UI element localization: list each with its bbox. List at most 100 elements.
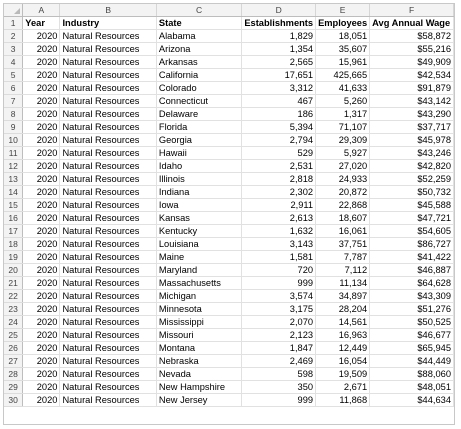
cell[interactable]: Natural Resources	[59, 211, 157, 226]
cell[interactable]: 16,054	[315, 354, 371, 369]
cell[interactable]: 2020	[22, 250, 61, 265]
cell[interactable]: $43,246	[369, 146, 454, 161]
header-cell[interactable]: State	[156, 16, 243, 31]
cell[interactable]: $37,717	[369, 120, 454, 135]
cell[interactable]: Alabama	[156, 29, 243, 44]
row-header[interactable]: 7	[4, 94, 24, 109]
cell[interactable]: 3,574	[241, 289, 317, 304]
cell[interactable]: $47,721	[369, 211, 454, 226]
row-header[interactable]: 17	[4, 224, 24, 239]
cell[interactable]: $42,534	[369, 68, 454, 83]
cell[interactable]: Georgia	[156, 133, 243, 148]
cell[interactable]: $65,945	[369, 341, 454, 356]
cell[interactable]: 2020	[22, 237, 61, 252]
cell[interactable]: $88,060	[369, 367, 454, 382]
cell[interactable]: Natural Resources	[59, 107, 157, 122]
cell[interactable]: 2,613	[241, 211, 317, 226]
column-header-c[interactable]: C	[156, 4, 243, 18]
cell[interactable]: 18,607	[315, 211, 371, 226]
cell[interactable]: $46,887	[369, 263, 454, 278]
cell[interactable]: Indiana	[156, 185, 243, 200]
cell[interactable]: 2020	[22, 224, 61, 239]
column-header-d[interactable]: D	[241, 4, 317, 18]
cell[interactable]: 5,260	[315, 94, 371, 109]
cell[interactable]: Natural Resources	[59, 237, 157, 252]
cell[interactable]: Natural Resources	[59, 133, 157, 148]
cell[interactable]: 2020	[22, 68, 61, 83]
cell[interactable]: Natural Resources	[59, 55, 157, 70]
cell[interactable]: $45,978	[369, 133, 454, 148]
column-header-a[interactable]: A	[22, 4, 61, 18]
cell[interactable]: Hawaii	[156, 146, 243, 161]
cell[interactable]: Natural Resources	[59, 185, 157, 200]
cell[interactable]: 15,961	[315, 55, 371, 70]
cell[interactable]: 18,051	[315, 29, 371, 44]
cell[interactable]: $50,525	[369, 315, 454, 330]
cell[interactable]: 2020	[22, 94, 61, 109]
cell[interactable]: 3,143	[241, 237, 317, 252]
cell[interactable]: Idaho	[156, 159, 243, 174]
cell[interactable]: 2020	[22, 55, 61, 70]
row-header[interactable]: 29	[4, 380, 24, 395]
row-header[interactable]: 25	[4, 328, 24, 343]
cell[interactable]: Natural Resources	[59, 315, 157, 330]
cell[interactable]: Natural Resources	[59, 276, 157, 291]
cell[interactable]: 2020	[22, 263, 61, 278]
cell[interactable]: Colorado	[156, 81, 243, 96]
row-header[interactable]: 8	[4, 107, 24, 122]
cell[interactable]: 2020	[22, 120, 61, 135]
cell[interactable]: New Hampshire	[156, 380, 243, 395]
cell[interactable]: $52,259	[369, 172, 454, 187]
cell[interactable]: 2020	[22, 211, 61, 226]
cell[interactable]: Natural Resources	[59, 341, 157, 356]
row-header[interactable]: 3	[4, 42, 24, 57]
cell[interactable]: 186	[241, 107, 317, 122]
header-cell[interactable]: Industry	[59, 16, 157, 31]
cell[interactable]: 24,933	[315, 172, 371, 187]
cell[interactable]: 7,787	[315, 250, 371, 265]
cell[interactable]: 2020	[22, 393, 61, 408]
cell[interactable]: $55,216	[369, 42, 454, 57]
cell[interactable]: Natural Resources	[59, 328, 157, 343]
cell[interactable]: Mississippi	[156, 315, 243, 330]
header-cell[interactable]: Establishments	[241, 16, 317, 31]
cell[interactable]: 2020	[22, 341, 61, 356]
cell[interactable]: 41,633	[315, 81, 371, 96]
row-header[interactable]: 12	[4, 159, 24, 174]
row-header[interactable]: 2	[4, 29, 24, 44]
cell[interactable]: 3,175	[241, 302, 317, 317]
row-header[interactable]: 5	[4, 68, 24, 83]
cell[interactable]: 425,665	[315, 68, 371, 83]
cell[interactable]: Natural Resources	[59, 393, 157, 408]
row-header[interactable]: 16	[4, 211, 24, 226]
cell[interactable]: California	[156, 68, 243, 83]
cell[interactable]: Massachusetts	[156, 276, 243, 291]
cell[interactable]: Natural Resources	[59, 354, 157, 369]
row-header[interactable]: 13	[4, 172, 24, 187]
cell[interactable]: Iowa	[156, 198, 243, 213]
row-header[interactable]: 14	[4, 185, 24, 200]
cell[interactable]: Natural Resources	[59, 302, 157, 317]
cell[interactable]: $46,677	[369, 328, 454, 343]
cell[interactable]: Arizona	[156, 42, 243, 57]
cell[interactable]: Natural Resources	[59, 159, 157, 174]
cell[interactable]: 16,061	[315, 224, 371, 239]
row-header[interactable]: 18	[4, 237, 24, 252]
cell[interactable]: Nebraska	[156, 354, 243, 369]
cell[interactable]: 720	[241, 263, 317, 278]
cell[interactable]: Natural Resources	[59, 289, 157, 304]
row-header[interactable]: 9	[4, 120, 24, 135]
cell[interactable]: 467	[241, 94, 317, 109]
cell[interactable]: $64,628	[369, 276, 454, 291]
cell[interactable]: Natural Resources	[59, 198, 157, 213]
cell[interactable]: $43,309	[369, 289, 454, 304]
cell[interactable]: 71,107	[315, 120, 371, 135]
header-cell[interactable]: Year	[22, 16, 61, 31]
row-header[interactable]: 30	[4, 393, 24, 408]
cell[interactable]: 2,671	[315, 380, 371, 395]
cell[interactable]: 2020	[22, 81, 61, 96]
cell[interactable]: $86,727	[369, 237, 454, 252]
cell[interactable]: 22,868	[315, 198, 371, 213]
cell[interactable]: 2020	[22, 185, 61, 200]
cell[interactable]: $48,051	[369, 380, 454, 395]
